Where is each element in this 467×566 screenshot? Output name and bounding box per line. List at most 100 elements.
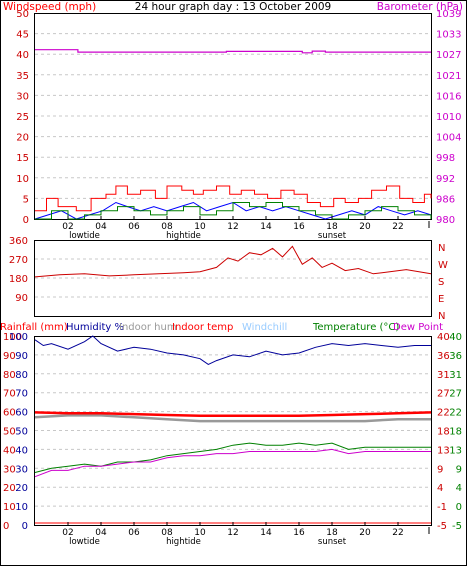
wind-ytick-right: 980: [436, 215, 455, 226]
wind-ytick-left: 25: [16, 112, 29, 123]
wind-ytick-right: 1004: [436, 133, 461, 144]
rain-ytick: 30: [3, 464, 16, 475]
tide-label: lowtide: [69, 231, 100, 241]
rain-ytick: 60: [3, 408, 16, 419]
wind-ytick-left: 45: [16, 30, 29, 41]
x-tick-label: 22: [392, 222, 403, 232]
rain-ytick: 90: [3, 351, 16, 362]
x-tick-label: 18: [326, 222, 338, 232]
indoor-temp-ytick: -5: [437, 521, 447, 532]
chart-title: 24 hour graph day : 13 October 2009: [135, 1, 331, 13]
rain-ytick: 0: [3, 521, 9, 532]
temperature-ytick: 13: [449, 445, 462, 456]
compass-label: W: [438, 260, 448, 271]
dew-point-label: Dew Point: [393, 322, 443, 333]
x-tick-label: 06: [128, 528, 140, 538]
wind-ytick-right: 1016: [436, 91, 461, 102]
barometer-label: Barometer (hPa): [377, 1, 463, 13]
rain-ytick: 100: [3, 332, 22, 343]
wind-ytick-left: 30: [16, 91, 29, 102]
indoor-temp-ytick: 4: [437, 483, 443, 494]
wind-ytick-left: 35: [16, 71, 29, 82]
wind-ytick-left: 20: [16, 133, 29, 144]
x-tick-label: 02: [62, 222, 73, 232]
rain-ytick: 40: [3, 445, 16, 456]
wind-gust-line: [35, 185, 432, 212]
wind-alt-line: [35, 202, 432, 220]
indoor-temp-ytick: 22: [437, 408, 450, 419]
temperature-ytick: 27: [449, 389, 462, 400]
temperature-ytick: 18: [449, 427, 462, 438]
x-tick-label: 06: [128, 222, 140, 232]
compass-label: S: [438, 277, 444, 288]
barometer-line: [35, 49, 431, 54]
indoor-temp-ytick: 40: [437, 332, 450, 343]
tide-label: sunset: [318, 231, 347, 241]
tide-label: sunset: [318, 537, 347, 547]
dir-ytick: 360: [9, 236, 28, 247]
indoor-hum-label: Indoor hum: [119, 322, 177, 333]
indoor-temp-ytick: 18: [437, 427, 450, 438]
rain-ytick: 20: [3, 483, 16, 494]
windspeed-label: Windspeed (mph): [3, 1, 96, 13]
dir-ytick: 180: [9, 274, 28, 285]
humidity-ytick: 50: [15, 427, 28, 438]
x-tick-label: 14: [260, 222, 272, 232]
x-tick-label: 18: [326, 528, 338, 538]
tide-label: lowtide: [69, 537, 100, 547]
indoor-temp-ytick: 27: [437, 389, 450, 400]
x-tick-label: 04: [95, 528, 107, 538]
indoor-temp-ytick: 9: [437, 464, 443, 475]
humidity-ytick: 60: [15, 408, 28, 419]
wind-ytick-left: 50: [16, 9, 29, 20]
rain-ytick: 10: [3, 502, 16, 513]
humidity-ytick: 70: [15, 389, 28, 400]
x-tick-label: 16: [293, 222, 305, 232]
compass-label: N: [438, 243, 445, 254]
wind-ytick-left: 0: [23, 215, 29, 226]
x-tick-label: 14: [260, 528, 272, 538]
x-tick-label: 22: [392, 528, 403, 538]
temperature-ytick: 22: [449, 408, 462, 419]
indoor-temp-ytick: 36: [437, 351, 450, 362]
x-tick-label: 16: [293, 528, 305, 538]
x-tick-label: 02: [62, 528, 73, 538]
temperature-ytick: -5: [452, 521, 462, 532]
temperature-panel: Rainfall (mm) Humidity % Indoor hum Indo…: [0, 322, 462, 547]
humidity-ytick: 40: [15, 445, 28, 456]
x-tick-label: 10: [194, 528, 206, 538]
x-tick-label: 12: [227, 222, 238, 232]
humidity-ytick: 20: [15, 483, 28, 494]
x-tick-label: 20: [359, 528, 371, 538]
humidity-ytick: 100: [9, 332, 28, 343]
wind-ytick-right: 998: [436, 153, 455, 164]
tide-label: hightide: [166, 231, 201, 241]
wind-ytick-right: 1021: [436, 71, 461, 82]
direction-line: [34, 245, 432, 278]
temperature-ytick: 36: [449, 351, 462, 362]
humidity-line: [34, 335, 431, 365]
rain-ytick: 70: [3, 389, 16, 400]
x-tick-label: 20: [359, 222, 371, 232]
x-tick-label: 08: [161, 528, 173, 538]
rainfall-label: Rainfall (mm): [0, 322, 68, 333]
wind-ytick-left: 40: [16, 50, 29, 61]
wind-ytick-right: 1027: [436, 50, 461, 61]
compass-label: N: [438, 311, 445, 322]
indoor-temp-ytick: 31: [437, 370, 450, 381]
compass-label: E: [438, 294, 444, 305]
dew-point-line: [34, 448, 431, 478]
rain-ytick: 50: [3, 427, 16, 438]
wind-ytick-right: 1010: [436, 112, 461, 123]
x-tick-label: 08: [161, 222, 173, 232]
x-tick-label: 12: [227, 528, 238, 538]
temperature-ytick: 31: [449, 370, 462, 381]
indoor-temp-ytick: -1: [437, 502, 447, 513]
dir-ytick: 90: [15, 293, 28, 304]
dir-ytick: 270: [9, 255, 28, 266]
wind-ytick-right: 1039: [436, 9, 461, 20]
temperature-ytick: 40: [449, 332, 462, 343]
